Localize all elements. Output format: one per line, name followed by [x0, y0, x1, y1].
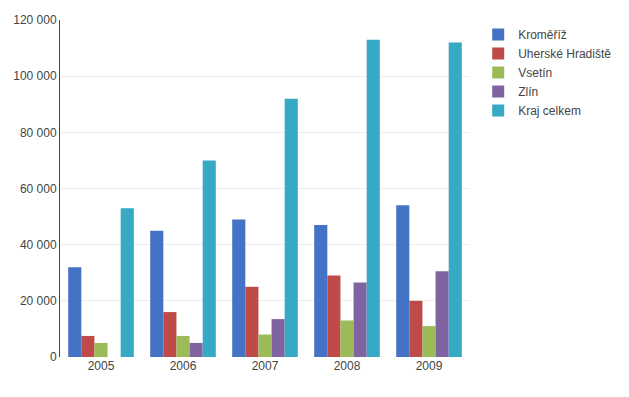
svg-text:Zlín: Zlín: [518, 85, 538, 99]
svg-text:60 000: 60 000: [20, 182, 57, 196]
svg-text:2008: 2008: [334, 359, 361, 373]
svg-text:2009: 2009: [416, 359, 443, 373]
svg-text:2007: 2007: [252, 359, 279, 373]
svg-text:Uherské Hradiště: Uherské Hradiště: [518, 47, 611, 61]
svg-text:80 000: 80 000: [20, 126, 57, 140]
svg-text:2006: 2006: [170, 359, 197, 373]
svg-text:2005: 2005: [88, 359, 115, 373]
svg-text:120 000: 120 000: [13, 13, 57, 27]
svg-text:100 000: 100 000: [13, 69, 57, 83]
svg-text:Kroměříž: Kroměříž: [518, 28, 567, 42]
svg-text:Vsetín: Vsetín: [518, 66, 552, 80]
svg-text:40 000: 40 000: [20, 238, 57, 252]
svg-text:0: 0: [50, 350, 57, 364]
svg-text:Kraj celkem: Kraj celkem: [518, 104, 581, 118]
svg-text:20 000: 20 000: [20, 294, 57, 308]
